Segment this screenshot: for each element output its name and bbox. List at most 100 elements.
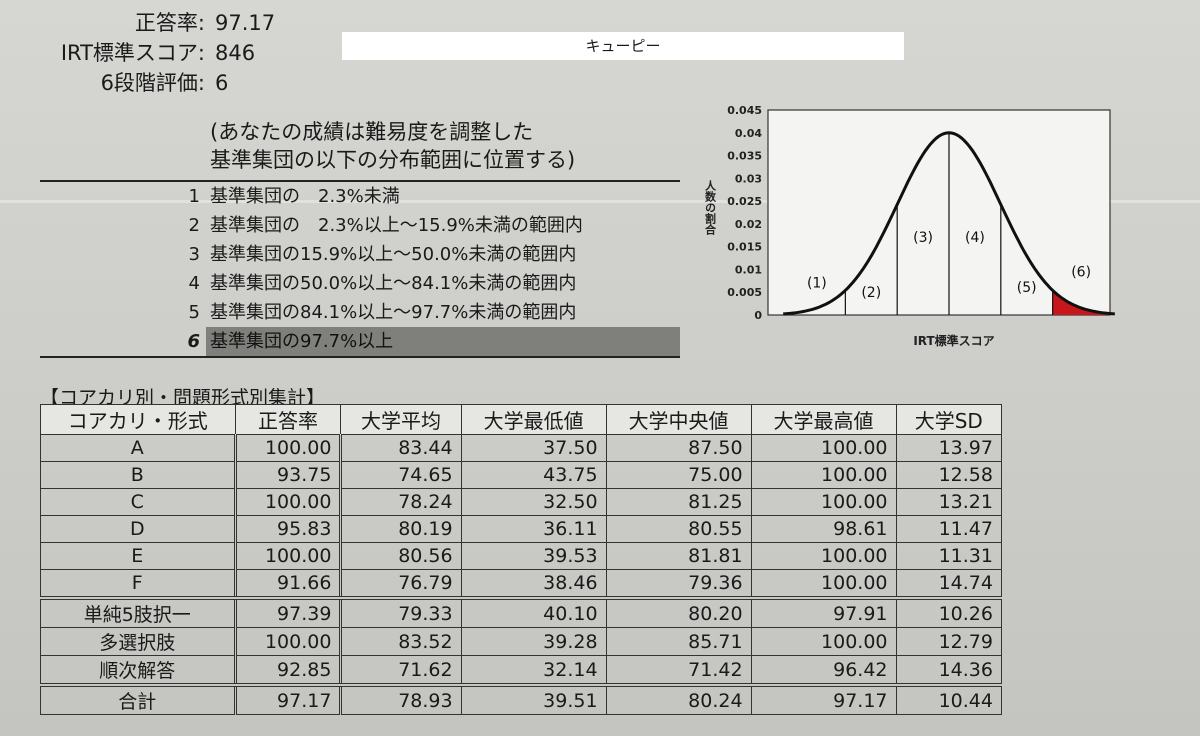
table-row: D 95.83 80.19 36.11 80.55 98.61 11.47	[40, 515, 1003, 543]
highlight-region	[1052, 290, 1115, 315]
cell-value: 37.50	[460, 434, 607, 462]
level-number: 6	[187, 331, 200, 352]
column-header: 正答率	[234, 404, 342, 435]
cell-value: 100.00	[750, 434, 897, 462]
y-tick-label: 0.025	[727, 195, 762, 208]
summary-label: IRT標準スコア:	[60, 41, 205, 65]
x-axis-label: IRT標準スコア	[913, 333, 994, 348]
summary-label: 6段階評価:	[100, 71, 205, 95]
cell-value: 12.58	[895, 461, 1003, 489]
column-header: コアカリ・形式	[40, 404, 236, 435]
table-row: F 91.66 76.79 38.46 79.36 100.00 14.74	[40, 569, 1003, 599]
cell-value: 39.28	[460, 627, 607, 656]
level-text: 基準集団の97.7%以上	[206, 327, 680, 356]
note-line-2: 基準集団の以下の分布範囲に位置する)	[210, 148, 576, 172]
cell-value: 14.36	[895, 655, 1003, 686]
summary-label: 正答率:	[134, 11, 205, 35]
cell-value: 13.97	[895, 434, 1003, 462]
cell-value: 92.85	[233, 655, 342, 686]
row-label: C	[40, 488, 236, 516]
cell-value: 32.50	[460, 488, 607, 516]
level-text: 基準集団の 2.3%以上～15.9%未満の範囲内	[210, 215, 583, 236]
column-header: 大学平均	[340, 404, 462, 435]
cell-value: 98.61	[750, 515, 897, 543]
y-axis-label: 人数の割合	[704, 179, 717, 236]
cell-value: 100.00	[750, 542, 897, 570]
cell-value: 95.83	[233, 515, 342, 543]
summary-value: 846	[215, 41, 256, 65]
cell-value: 74.65	[339, 461, 462, 489]
level-text: 基準集団の84.1%以上～97.7%未満の範囲内	[210, 302, 577, 323]
cell-value: 100.00	[233, 488, 342, 516]
cell-value: 10.44	[895, 683, 1003, 715]
distribution-chart: 0 0.005 0.01 0.015 0.02 0.025 0.03 0.035 0.04 0.0…	[700, 100, 1120, 350]
table-row: E 100.00 80.56 39.53 81.81 100.00 11.31	[40, 542, 1003, 570]
cell-value: 79.36	[605, 569, 752, 599]
cell-value: 36.11	[460, 515, 607, 543]
cell-value: 91.66	[233, 569, 342, 599]
region-label: (1)	[807, 276, 827, 292]
level-number: 4	[188, 273, 200, 294]
aggregate-table: コアカリ・形式 正答率 大学平均 大学最低値 大学中央値 大学最高値 大学SD A 100.0…	[40, 404, 1003, 715]
cell-value: 97.39	[233, 596, 342, 628]
level-text: 基準集団の 2.3%未満	[210, 186, 400, 207]
cell-value: 97.17	[750, 683, 897, 715]
row-label: 単純5肢択一	[40, 596, 236, 628]
table-row: 単純5肢択一 97.39 79.33 40.10 80.20 97.91 10.26	[40, 596, 1003, 628]
table-row: 多選択肢 100.00 83.52 39.28 85.71 100.00 12.79	[40, 627, 1003, 656]
cell-value: 71.42	[605, 655, 752, 686]
cell-value: 80.19	[339, 515, 462, 543]
row-label: 順次解答	[40, 655, 236, 686]
cell-value: 11.47	[895, 515, 1003, 543]
y-tick-label: 0.03	[735, 172, 762, 185]
cell-value: 80.56	[339, 542, 462, 570]
level-list: 1 基準集団の 2.3%未満 2 基準集団の 2.3%以上～15.9%未満の範囲内 3 基…	[40, 182, 680, 356]
level-text: 基準集団の15.9%以上～50.0%未満の範囲内	[210, 244, 577, 265]
cell-value: 43.75	[460, 461, 607, 489]
row-label: 合計	[40, 683, 236, 715]
cell-value: 78.93	[339, 683, 462, 715]
column-header: 大学最低値	[460, 404, 607, 435]
cell-value: 10.26	[895, 596, 1003, 628]
cell-value: 75.00	[605, 461, 752, 489]
y-tick-label: 0.045	[727, 104, 762, 117]
cell-value: 81.81	[605, 542, 752, 570]
divider	[40, 356, 680, 358]
region-label: (4)	[965, 230, 985, 246]
row-label: B	[40, 461, 236, 489]
cell-value: 100.00	[233, 627, 342, 656]
row-label: 多選択肢	[40, 627, 236, 656]
table-row: C 100.00 78.24 32.50 81.25 100.00 13.21	[40, 488, 1003, 516]
level-item: 3 基準集団の15.9%以上～50.0%未満の範囲内	[40, 240, 680, 269]
region-label: (5)	[1017, 280, 1037, 296]
level-number: 5	[188, 302, 200, 323]
cell-value: 85.71	[605, 627, 752, 656]
level-number: 3	[188, 244, 200, 265]
score-summary: 正答率: 97.17 IRT標準スコア: 846 6段階評価: 6	[30, 8, 275, 98]
row-label: A	[40, 434, 236, 462]
column-header: 大学中央値	[605, 404, 752, 435]
cell-value: 71.62	[339, 655, 462, 686]
cell-value: 11.31	[895, 542, 1003, 570]
level-item: 4 基準集団の50.0%以上～84.1%未満の範囲内	[40, 269, 680, 298]
y-tick-label: 0.02	[735, 218, 762, 231]
divider	[40, 180, 680, 182]
summary-row: 正答率: 97.17	[30, 8, 275, 38]
cell-value: 83.52	[339, 627, 462, 656]
cell-value: 38.46	[460, 569, 607, 599]
region-label: (3)	[913, 230, 933, 246]
summary-row: IRT標準スコア: 846	[30, 38, 275, 68]
cell-value: 80.55	[605, 515, 752, 543]
cell-value: 76.79	[339, 569, 462, 599]
column-header: 大学SD	[895, 404, 1003, 435]
paper-fold	[0, 200, 1200, 203]
level-item: 1 基準集団の 2.3%未満	[40, 182, 680, 211]
region-label: (2)	[861, 285, 881, 301]
cell-value: 100.00	[750, 461, 897, 489]
y-tick-label: 0.015	[727, 241, 762, 254]
cell-value: 14.74	[895, 569, 1003, 599]
cell-value: 12.79	[895, 627, 1003, 656]
cell-value: 97.91	[750, 596, 897, 628]
row-label: F	[40, 569, 236, 599]
cell-value: 100.00	[750, 569, 897, 599]
